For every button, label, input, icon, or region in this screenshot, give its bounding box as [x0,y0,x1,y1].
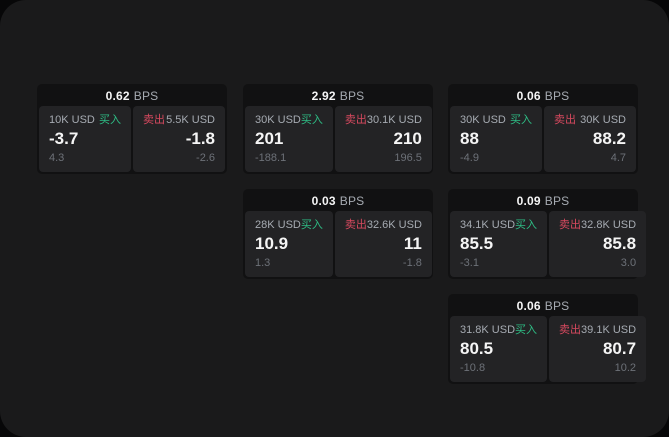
bps-value: 0.06 [516,89,541,103]
quote-panels: 31.8K USD 买入 80.5 -10.8 卖出 39.1K USD 80.… [450,316,647,382]
sell-size: 5.5K USD [166,114,215,126]
quote-card: 0.62 BPS 10K USD 买入 -3.7 4.3 卖出 5.5K USD… [37,84,227,174]
quote-panels: 34.1K USD 买入 85.5 -3.1 卖出 32.8K USD 85.8… [450,211,647,277]
bps-unit-label: BPS [544,299,570,313]
sell-delta: 196.5 [394,152,422,164]
buy-badge: 买入 [515,219,538,231]
buy-panel[interactable]: 30K USD 买入 88 -4.9 [450,106,542,172]
card-header: 0.09 BPS [450,191,636,211]
buy-panel[interactable]: 10K USD 买入 -3.7 4.3 [39,106,131,172]
sell-price: 11 [403,234,422,253]
card-header: 0.06 BPS [450,86,636,106]
buy-badge: 买入 [300,114,323,126]
sell-badge: 卖出 [559,219,582,231]
bps-unit-label: BPS [544,194,570,208]
buy-size: 28K USD [255,219,301,231]
card-header: 0.03 BPS [245,191,431,211]
buy-badge: 买入 [515,324,538,336]
bps-value: 0.62 [105,89,130,103]
bps-unit-label: BPS [339,89,365,103]
buy-badge: 买入 [300,219,323,231]
sell-panel[interactable]: 卖出 39.1K USD 80.7 10.2 [549,316,647,382]
buy-delta: -3.1 [460,257,479,269]
card-header: 2.92 BPS [245,86,431,106]
bps-value: 2.92 [311,89,336,103]
buy-delta: -4.9 [460,152,479,164]
sell-panel[interactable]: 卖出 30K USD 88.2 4.7 [544,106,636,172]
buy-size: 34.1K USD [460,219,516,231]
quote-card: 0.06 BPS 30K USD 买入 88 -4.9 卖出 30K USD 8… [448,84,638,174]
quote-panels: 28K USD 买入 10.9 1.3 卖出 32.6K USD 11 -1.8 [245,211,432,277]
sell-badge: 卖出 [344,219,367,231]
buy-delta: -188.1 [255,152,287,164]
buy-price: 201 [255,129,284,148]
buy-price: 85.5 [460,234,494,253]
card-header: 0.62 BPS [39,86,225,106]
buy-size: 31.8K USD [460,324,516,336]
quote-card: 0.06 BPS 31.8K USD 买入 80.5 -10.8 卖出 39.1… [448,294,647,384]
sell-price: 88.2 [592,129,626,148]
sell-delta: 3.0 [620,257,637,269]
sell-price: 210 [393,129,422,148]
sell-price: 80.7 [602,339,637,358]
sell-price: -1.8 [185,129,215,148]
buy-badge: 买入 [99,114,121,126]
buy-delta: -10.8 [460,362,486,374]
quote-panels: 10K USD 买入 -3.7 4.3 卖出 5.5K USD -1.8 -2.… [39,106,225,172]
sell-size: 32.6K USD [366,219,422,231]
buy-size: 10K USD [49,114,95,126]
bps-unit-label: BPS [133,89,159,103]
card-header: 0.06 BPS [450,296,636,316]
bps-value: 0.03 [311,194,336,208]
bps-unit-label: BPS [339,194,365,208]
sell-badge: 卖出 [559,324,582,336]
sell-delta: 10.2 [614,362,637,374]
bps-value: 0.09 [516,194,541,208]
sell-panel[interactable]: 卖出 32.8K USD 85.8 3.0 [549,211,647,277]
buy-size: 30K USD [460,114,506,126]
buy-delta: 4.3 [49,152,65,164]
buy-price: -3.7 [49,129,79,148]
buy-price: 10.9 [255,234,289,253]
sell-delta: -1.8 [402,257,422,269]
sell-panel[interactable]: 卖出 32.6K USD 11 -1.8 [334,211,432,277]
buy-panel[interactable]: 31.8K USD 买入 80.5 -10.8 [450,316,548,382]
quote-panels: 30K USD 买入 201 -188.1 卖出 30.1K USD 210 1… [245,106,432,172]
sell-size: 32.8K USD [581,219,637,231]
sell-panel[interactable]: 卖出 30.1K USD 210 196.5 [334,106,432,172]
sell-size: 30.1K USD [366,114,422,126]
buy-delta: 1.3 [255,257,271,269]
sell-badge: 卖出 [554,114,576,126]
buy-panel[interactable]: 34.1K USD 买入 85.5 -3.1 [450,211,548,277]
sell-delta: -2.6 [196,152,215,164]
buy-panel[interactable]: 28K USD 买入 10.9 1.3 [245,211,333,277]
buy-panel[interactable]: 30K USD 买入 201 -188.1 [245,106,333,172]
quote-card: 0.03 BPS 28K USD 买入 10.9 1.3 卖出 32.6K US… [243,189,433,279]
sell-badge: 卖出 [143,114,165,126]
buy-price: 80.5 [460,339,494,358]
buy-badge: 买入 [510,114,532,126]
quote-panels: 30K USD 买入 88 -4.9 卖出 30K USD 88.2 4.7 [450,106,636,172]
sell-price: 85.8 [602,234,637,253]
sell-badge: 卖出 [344,114,367,126]
sell-size: 39.1K USD [581,324,637,336]
buy-price: 88 [460,129,479,148]
bps-unit-label: BPS [544,89,570,103]
quote-card: 2.92 BPS 30K USD 买入 201 -188.1 卖出 30.1K … [243,84,433,174]
sell-panel[interactable]: 卖出 5.5K USD -1.8 -2.6 [133,106,225,172]
quote-card: 0.09 BPS 34.1K USD 买入 85.5 -3.1 卖出 32.8K… [448,189,647,279]
sell-size: 30K USD [580,114,626,126]
sell-delta: 4.7 [610,152,626,164]
bps-value: 0.06 [516,299,541,313]
buy-size: 30K USD [255,114,301,126]
